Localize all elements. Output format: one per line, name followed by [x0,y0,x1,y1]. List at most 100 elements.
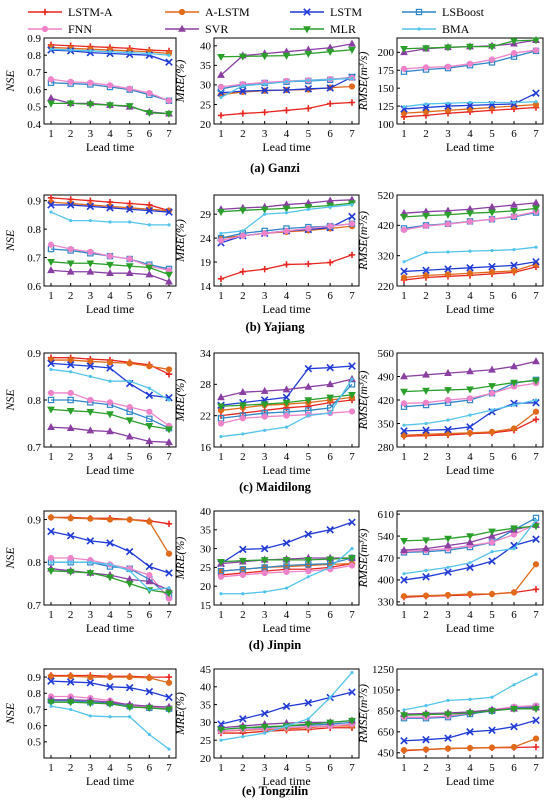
data-point [146,518,153,525]
x-tick-label: 5 [489,609,495,621]
data-point [466,395,474,402]
y-tick-label: 16 [200,442,212,454]
data-point [241,592,245,596]
data-point [510,38,518,46]
legend-marker [178,8,186,16]
data-point [532,705,540,714]
x-tick-label: 2 [240,290,246,302]
x-tick-label: 4 [107,451,113,463]
y-tick-label: 35 [200,699,212,711]
data-point [284,80,289,84]
series-fnn [400,47,540,72]
x-tick-label: 1 [401,128,407,140]
data-point [47,359,55,368]
data-point [400,537,408,545]
series-mlr [400,523,540,545]
series-fnn [47,76,173,104]
data-point [47,93,55,101]
y-tick-label: 0.6 [27,281,41,293]
x-tick-label: 5 [306,762,312,774]
data-point [125,263,134,271]
legend-item-bma: BMA [402,22,470,36]
data-point [217,112,225,119]
data-point [510,379,518,387]
data-point [165,393,173,402]
data-point [490,550,494,554]
data-point [146,674,153,682]
data-point [47,100,55,108]
data-point [125,205,134,213]
data-point [239,415,246,422]
y-tick-label: 125 [378,101,395,113]
data-point [532,205,540,213]
data-point [106,364,114,372]
data-point [466,590,474,598]
panel-caption: (d) Jinpin [249,638,302,652]
x-tick-label: 5 [306,609,312,621]
data-point [400,432,408,439]
data-point [348,46,356,54]
data-point [305,225,312,232]
data-point [217,726,225,734]
x-tick-label: 7 [166,451,172,463]
data-point [400,65,408,72]
data-point [350,377,354,381]
data-point [328,205,332,209]
data-point [400,427,408,435]
series-lstm-a [217,251,356,283]
x-tick-label: 4 [284,451,290,463]
data-point [512,100,516,105]
data-point [282,393,291,402]
data-point [106,82,114,89]
data-point [348,220,356,227]
data-point [444,63,452,70]
x-tick-label: 4 [107,290,113,302]
x-tick-label: 4 [467,762,473,774]
data-point [108,220,112,224]
legend: LSTM-A A-LSTM LSTM LSBoost FNN SVR MLR BMA [28,5,485,36]
data-point [47,514,55,521]
data-point [106,700,114,709]
x-tick-label: 3 [262,609,268,621]
series-mlr [217,200,356,216]
data-point [283,261,290,268]
x-tick-label: 5 [127,609,133,621]
data-point [532,586,540,593]
x-tick-label: 3 [445,609,451,621]
legend-item-lstm: LSTM [290,5,362,19]
series-bma [219,202,354,235]
data-point [532,561,540,568]
data-point [126,516,133,523]
data-point [466,744,474,752]
data-point [238,402,247,410]
data-point [444,430,452,437]
data-point [167,223,171,227]
x-tick-label: 3 [88,609,94,621]
legend-label: LSTM-A [68,5,113,19]
data-point [444,568,452,576]
data-point [239,87,247,95]
x-tick-label: 6 [327,762,333,774]
y-tick-label: 350 [378,418,395,430]
data-point [326,719,335,727]
data-point [444,541,452,549]
data-point [422,592,430,599]
data-point [261,569,268,577]
y-axis-label: RMSE(m³/s) [356,371,370,431]
x-tick-label: 6 [327,451,333,463]
data-point [444,535,452,543]
data-point [260,53,269,61]
data-point [67,78,74,85]
data-point [239,268,247,275]
data-point [219,592,223,596]
data-point [165,693,173,702]
x-tick-label: 7 [349,128,355,140]
data-point [66,267,75,275]
data-point [66,201,75,209]
data-point [260,386,269,394]
series-fnn [400,208,540,233]
data-point [217,208,225,216]
data-point [422,45,430,53]
